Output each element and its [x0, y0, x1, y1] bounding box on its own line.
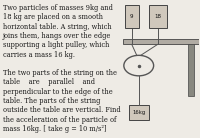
Text: The two parts of the string on the: The two parts of the string on the [3, 69, 117, 77]
Bar [188, 44, 194, 96]
Text: supporting a light pulley, which: supporting a light pulley, which [3, 41, 109, 49]
FancyBboxPatch shape [149, 5, 167, 28]
Text: 18: 18 [154, 14, 161, 19]
Text: horizontal table. A string, which: horizontal table. A string, which [3, 23, 111, 31]
FancyBboxPatch shape [125, 5, 139, 28]
Text: table. The parts of the string: table. The parts of the string [3, 97, 100, 105]
Text: table    are    parallel    and: table are parallel and [3, 78, 95, 86]
FancyBboxPatch shape [129, 104, 149, 120]
Text: 16kg: 16kg [132, 110, 145, 115]
Text: joins them, hangs over the edge: joins them, hangs over the edge [3, 32, 111, 40]
Text: 9: 9 [130, 14, 134, 19]
Text: mass 16kg. [ take g = 10 m/s²]: mass 16kg. [ take g = 10 m/s²] [3, 125, 106, 133]
Text: Two particles of masses 9kg and: Two particles of masses 9kg and [3, 4, 113, 12]
Text: perpendicular to the edge of the: perpendicular to the edge of the [3, 88, 112, 96]
Text: carries a mass 16 kg.: carries a mass 16 kg. [3, 51, 75, 59]
Bar [123, 39, 200, 44]
Text: 18 kg are placed on a smooth: 18 kg are placed on a smooth [3, 13, 103, 21]
Text: outside the table are vertical. Find: outside the table are vertical. Find [3, 106, 120, 114]
Text: the acceleration of the particle of: the acceleration of the particle of [3, 116, 116, 124]
